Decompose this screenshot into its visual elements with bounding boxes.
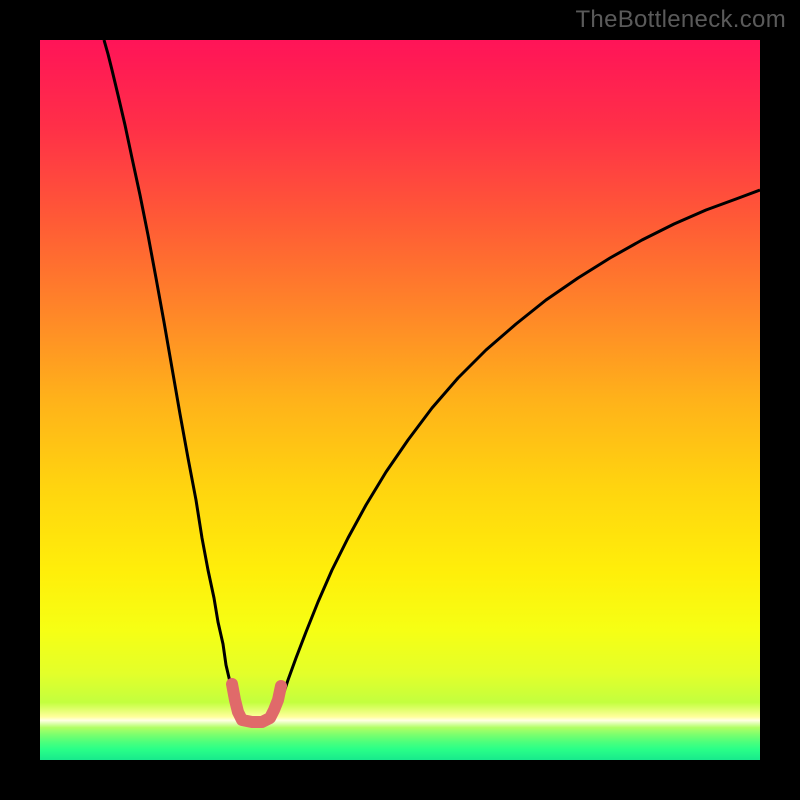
watermark-text: TheBottleneck.com	[575, 6, 786, 34]
chart-svg	[40, 40, 760, 760]
gradient-background	[40, 40, 760, 760]
plot-area	[40, 40, 760, 760]
chart-frame: TheBottleneck.com	[0, 0, 800, 800]
